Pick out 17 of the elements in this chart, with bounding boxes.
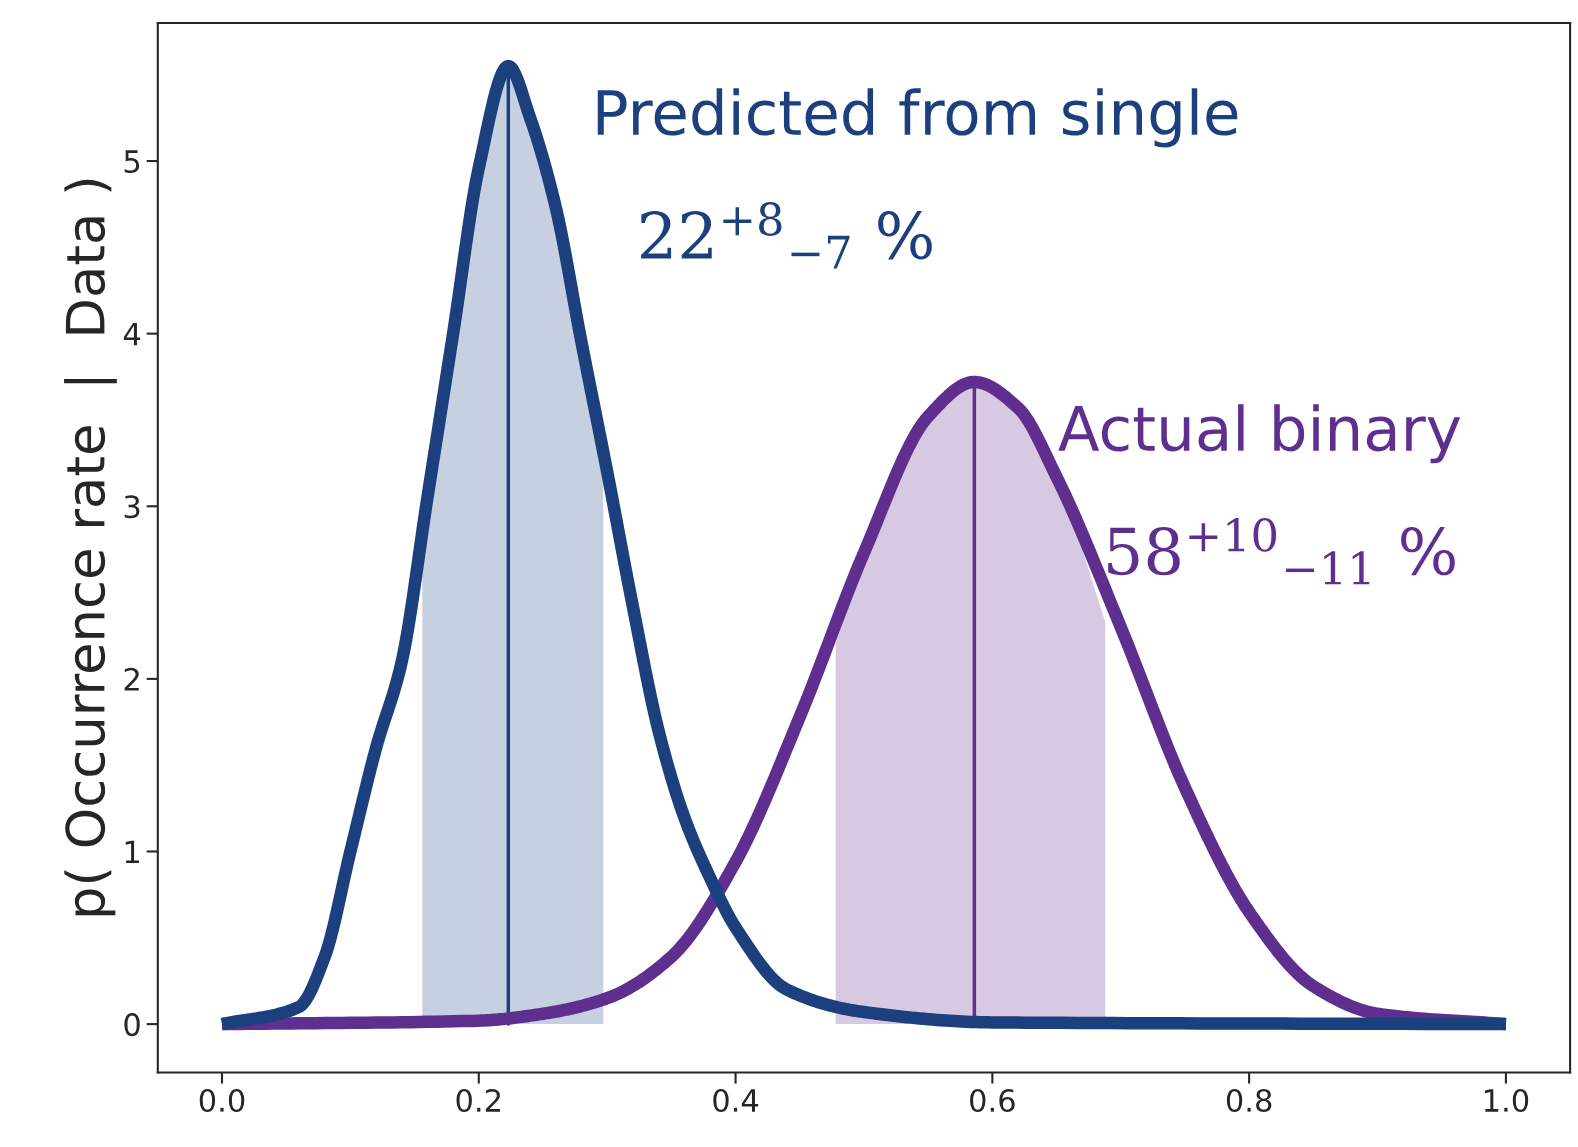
y-tick-label: 3 <box>124 495 140 519</box>
y-tick-label: 1 <box>125 840 140 864</box>
series-label: Actual binary <box>1058 404 1461 464</box>
annotation: 58$^{+10}$$_{−11}$ % <box>1108 517 1455 585</box>
series-label: Predicted from single <box>597 88 1238 148</box>
annotation: 22$^{+8}$$_{−7}$ % <box>641 202 932 269</box>
y-tick-label: 4 <box>123 322 141 346</box>
x-tick-label: 0.2 <box>456 1088 501 1113</box>
x-tick-label: 0.8 <box>1226 1088 1272 1113</box>
y-axis-title: p( Occurrence rate | Data ) <box>64 179 117 916</box>
x-tick-label: 1.0 <box>1484 1088 1529 1113</box>
y-tick-label: 5 <box>124 150 140 174</box>
x-tick-label: 0.4 <box>713 1088 759 1113</box>
y-tick-label: 0 <box>124 1013 140 1037</box>
x-tick-label: 0.0 <box>199 1088 245 1113</box>
y-tick-label: 2 <box>124 667 139 691</box>
x-tick-label: 0.6 <box>970 1088 1015 1113</box>
